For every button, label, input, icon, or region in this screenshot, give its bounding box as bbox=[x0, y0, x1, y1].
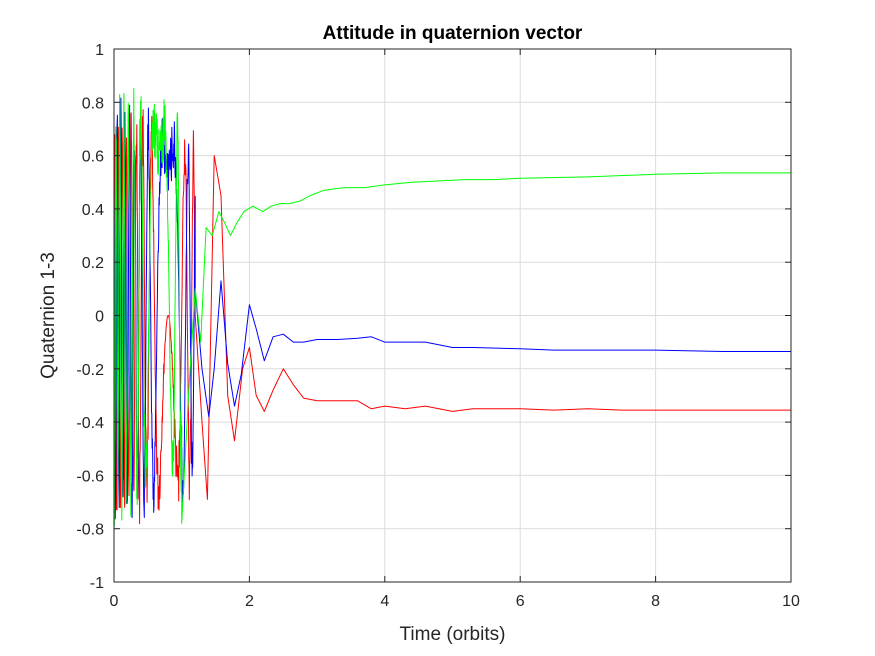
x-tick-label: 0 bbox=[110, 593, 119, 610]
y-tick-label: -0.6 bbox=[76, 468, 104, 485]
y-axis-label: Quaternion 1-3 bbox=[38, 252, 59, 379]
y-tick-label: 0.4 bbox=[82, 202, 104, 219]
y-tick-label: 1 bbox=[95, 42, 104, 59]
y-tick-label: -1 bbox=[90, 575, 104, 592]
x-tick-label: 6 bbox=[516, 593, 525, 610]
y-tick-label: 0.2 bbox=[82, 255, 104, 272]
x-tick-label: 4 bbox=[380, 593, 389, 610]
x-tick-label: 2 bbox=[245, 593, 254, 610]
series-layer bbox=[114, 88, 791, 527]
series-line-3 bbox=[114, 88, 791, 527]
y-tick-label: 0.6 bbox=[82, 149, 104, 166]
x-axis-label: Time (orbits) bbox=[400, 624, 506, 645]
y-tick-label: 0 bbox=[95, 309, 104, 326]
y-tick-label: 0.8 bbox=[82, 95, 104, 112]
x-tick-label: 10 bbox=[782, 593, 800, 610]
y-tick-label: -0.4 bbox=[76, 415, 104, 432]
ticks: 0 2 4 6 8 10 1 0.8 0.6 0.4 0.2 0 -0.2 -0.4 -0.6 -0.8 -1 bbox=[76, 42, 800, 610]
y-tick-label: -0.2 bbox=[76, 362, 104, 379]
chart-title: Attitude in quaternion vector bbox=[323, 23, 583, 44]
series-line-1 bbox=[114, 109, 791, 525]
y-tick-label: -0.8 bbox=[76, 522, 104, 539]
x-tick-label: 8 bbox=[651, 593, 660, 610]
